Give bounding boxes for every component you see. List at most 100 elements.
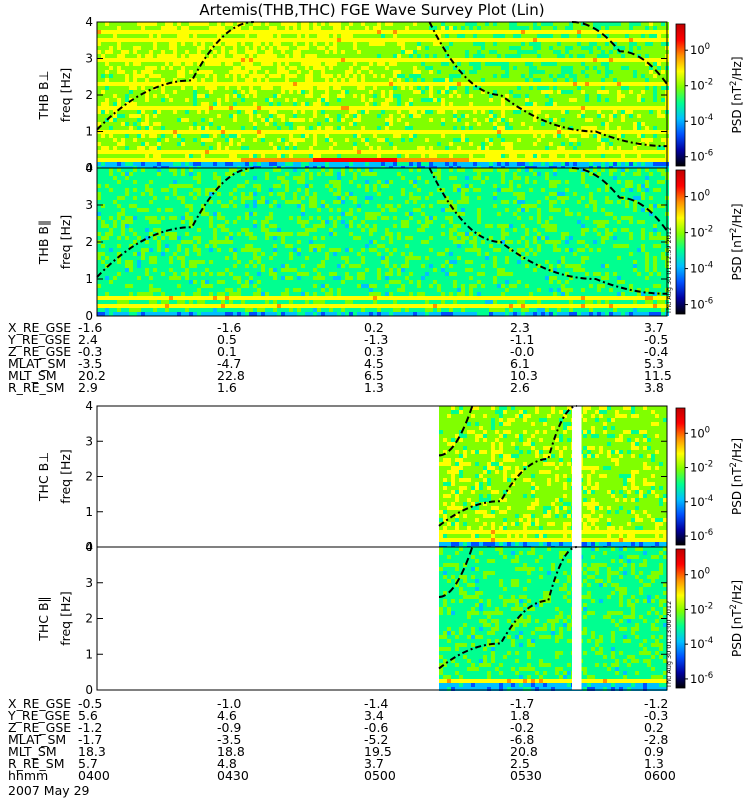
ephemeris-row: Z_RE_GSE -1.2 -0.9 -0.6 -0.2 0.2 [0,720,750,735]
heatmap-cells [97,22,669,170]
ephemeris-value: 2.5 [510,756,530,771]
ephemeris-value: -0.5 [78,696,103,711]
y-tick-label: 3 [85,52,93,66]
ephemeris-value: 0500 [364,768,396,783]
panel-label: THB B∥ [36,220,51,265]
freq-axis-label: freq [Hz] [58,449,73,504]
colorbar [675,169,686,315]
ephemeris-value: 6.5 [364,368,384,383]
y-tick-label: 2 [85,88,93,102]
ephemeris-value: -1.7 [78,732,103,747]
ephemeris-value: -0.6 [364,720,389,735]
y-tick-label: 4 [85,399,93,413]
ephemeris-row: MLT_SM 18.3 18.8 19.5 20.8 0.9 [0,744,750,759]
ephemeris-value: 22.8 [217,368,245,383]
ephemeris-top: X_RE_GSE -1.6 -1.6 0.2 2.3 3.7 Y_RE_GSE 2.4 0.5 -… [0,320,750,395]
colorbar-tick-label: 10-2 [690,78,713,93]
ephemeris-value: -1.4 [364,696,389,711]
ephemeris-value: 0.5 [217,332,237,347]
ephemeris-value: 5.6 [78,708,98,723]
ephemeris-value: 0.2 [644,720,664,735]
ephemeris-value: 3.8 [644,380,664,395]
curve-dash-dot [96,167,254,278]
ephemeris-value: -0.3 [644,708,669,723]
ephemeris-value: 20.2 [78,368,106,383]
y-tick-label: 0 [85,540,93,554]
colorbar-tick-label: 10-4 [690,494,713,509]
ephemeris-value: 3.7 [644,320,664,335]
ephemeris-value: 2.9 [78,380,98,395]
ephemeris-value: 2.3 [510,320,530,335]
ephemeris-row: Y_RE_GSE 5.6 4.6 3.4 1.8 -0.3 [0,708,750,723]
ephemeris-value: -1.7 [510,696,535,711]
ephemeris-value: -1.2 [78,720,103,735]
ephemeris-value: 1.3 [644,756,664,771]
colorbar [675,407,686,546]
y-tick-label: 0 [85,309,93,323]
colorbar-tick-label: 100 [690,42,710,57]
curve-dashed [438,405,474,457]
ephemeris-value: -0.5 [644,332,669,347]
ephemeris-value: 0.1 [217,344,237,359]
ephemeris-value: 5.7 [78,756,98,771]
ephemeris-label: R_RE_SM [8,756,65,771]
timestamp-label: Thu Aug 30 01:13:00 2012 [665,601,673,689]
colorbar-tick-label: 10-4 [690,636,713,651]
ephemeris-value: 11.5 [644,368,672,383]
colorbar-tick-label: 10-2 [690,601,713,616]
colorbar-label: PSD [nT2/Hz] [729,204,744,281]
ephemeris-value: 0430 [217,768,249,783]
ephemeris-value: -1.2 [644,696,669,711]
ephemeris-value: -1.1 [510,332,535,347]
y-tick-label: 4 [85,161,93,175]
ephemeris-value: 3.4 [364,708,384,723]
y-tick-label: 0 [85,161,93,175]
ephemeris-value: 18.8 [217,744,245,759]
curve-dashed [571,21,668,85]
ephemeris-value: 4.5 [364,356,384,371]
ephemeris-value: 3.7 [364,756,384,771]
ephemeris-value: -1.6 [217,320,242,335]
ephemeris-value: 19.5 [364,744,392,759]
spectrogram-panel-4: 0 1 2 3 4 THC B∥ freq [Hz] 100 10-2 10-4 10-6 PSD [… [36,540,744,697]
ephemeris-value: 0.2 [364,320,384,335]
timestamp-label: Thu Aug 30 01:12:59 2012 [665,227,673,315]
heatmap-cells [439,406,667,550]
ephemeris-value: -0.3 [78,344,103,359]
panel-label: THB B⊥ [36,70,51,120]
spectrogram-panel-3: 0 1 2 3 4 THC B⊥ freq [Hz] 100 10-2 10-4 10-6 PSD [… [36,399,744,554]
colorbar-tick-label: 10-6 [690,528,713,543]
colorbar-tick-label: 100 [690,425,710,440]
ephemeris-label: X_RE_GSE [8,320,72,335]
colorbar-tick-label: 10-6 [690,297,713,312]
spectrogram-panel-2: 0 1 2 3 4 THB B∥ freq [Hz] 100 10-2 10-4 10-6 PSD [… [36,161,744,323]
ephemeris-value: -1.3 [364,332,389,347]
panel-label: THC B∥ [36,596,51,642]
curve-dashed [571,167,668,232]
ephemeris-label: MLT_SM [8,744,57,759]
y-tick-label: 0 [85,683,93,697]
curve-dash-dot [96,21,254,131]
ephemeris-value: -5.2 [364,732,389,747]
ephemeris-label: MLAT_SM [8,356,67,371]
ephemeris-row: R_RE_SM 2.9 1.6 1.3 2.6 3.8 [0,380,750,395]
ephemeris-value: 0530 [510,768,542,783]
plot-title: Artemis(THB,THC) FGE Wave Survey Plot (L… [199,1,544,19]
curve-dashed [438,546,474,598]
ephemeris-value: 0400 [78,768,110,783]
curve-dash-dot [438,546,577,670]
ephemeris-row: Z_RE_GSE -0.3 0.1 0.3 -0.0 -0.4 [0,344,750,359]
ephemeris-row: Y_RE_GSE 2.4 0.5 -1.3 -1.1 -0.5 [0,332,750,347]
ephemeris-label: R_RE_SM [8,380,65,395]
y-tick-label: 3 [85,434,93,448]
y-tick-label: 4 [85,540,93,554]
ephemeris-value: -0.2 [510,720,535,735]
colorbar-tick-label: 10-2 [690,225,713,240]
ephemeris-value: 6.1 [510,356,530,371]
ephemeris-row: X_RE_GSE -0.5 -1.0 -1.4 -1.7 -1.2 [0,696,750,711]
colorbar-label: PSD [nT2/Hz] [729,580,744,657]
ephemeris-label: MLT_SM [8,368,57,383]
ephemeris-value: 18.3 [78,744,106,759]
ephemeris-bottom: X_RE_GSE -0.5 -1.0 -1.4 -1.7 -1.2 Y_RE_GSE 5.6 4… [0,696,750,783]
